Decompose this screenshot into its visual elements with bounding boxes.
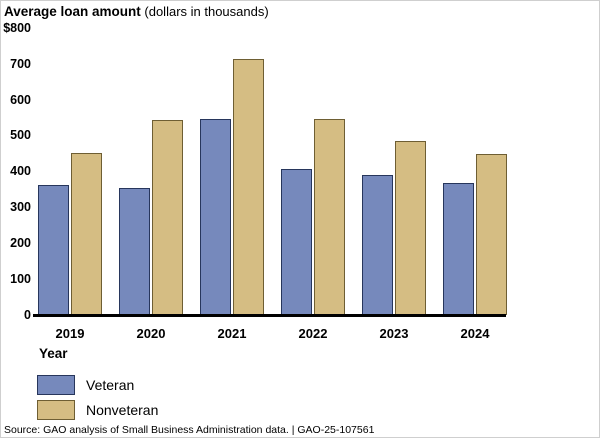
bar-veteran-2023 <box>362 175 393 315</box>
x-tick-label-2022: 2022 <box>298 326 328 341</box>
y-tick-label: 100 <box>10 272 31 286</box>
bar-veteran-2019 <box>38 185 69 315</box>
x-tick-label-2019: 2019 <box>55 326 85 341</box>
y-tick-label: 600 <box>10 93 31 107</box>
chart-title: Average loan amount (dollars in thousand… <box>4 4 269 19</box>
x-tick-label-2020: 2020 <box>136 326 166 341</box>
legend-swatch-veteran <box>37 375 75 395</box>
bar-nonveteran-2019 <box>71 153 102 315</box>
y-tick-label: $800 <box>3 21 31 35</box>
y-tick-label: 400 <box>10 164 31 178</box>
x-axis-line <box>33 314 506 317</box>
x-tick-label-2023: 2023 <box>379 326 409 341</box>
legend-swatch-nonveteran <box>37 400 75 420</box>
bar-nonveteran-2021 <box>233 59 264 315</box>
y-tick-label: 0 <box>24 308 31 322</box>
x-tick-label-2024: 2024 <box>460 326 490 341</box>
x-axis-title: Year <box>39 346 68 361</box>
legend-label-nonveteran: Nonveteran <box>86 402 159 418</box>
y-tick-label: 200 <box>10 236 31 250</box>
legend-label-veteran: Veteran <box>86 377 135 393</box>
bar-nonveteran-2023 <box>395 141 426 315</box>
bar-nonveteran-2024 <box>476 154 507 315</box>
bar-nonveteran-2022 <box>314 119 345 315</box>
bar-nonveteran-2020 <box>152 120 183 315</box>
bar-veteran-2021 <box>200 119 231 315</box>
bar-veteran-2020 <box>119 188 150 315</box>
chart-title-qualifier: (dollars in thousands) <box>140 4 269 19</box>
bar-veteran-2022 <box>281 169 312 315</box>
y-tick-label: 700 <box>10 57 31 71</box>
chart-title-main: Average loan amount <box>4 4 141 19</box>
x-tick-label-2021: 2021 <box>217 326 247 341</box>
bar-veteran-2024 <box>443 183 474 315</box>
y-tick-label: 300 <box>10 200 31 214</box>
source-note: Source: GAO analysis of Small Business A… <box>4 424 375 436</box>
y-tick-label: 500 <box>10 128 31 142</box>
